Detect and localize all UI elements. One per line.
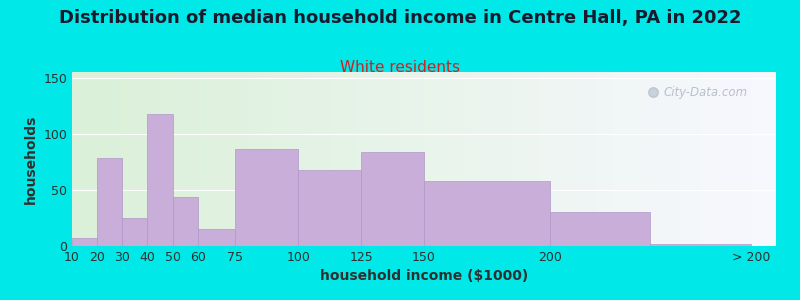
Bar (298, 170, 361, 246)
Text: Distribution of median household income in Centre Hall, PA in 2022: Distribution of median household income … (58, 9, 742, 27)
Bar (122, 218, 147, 246)
Bar (198, 229, 235, 246)
Bar (235, 149, 298, 246)
X-axis label: household income ($1000): household income ($1000) (320, 269, 528, 284)
Text: White residents: White residents (340, 60, 460, 75)
Bar (173, 196, 198, 246)
Bar (550, 212, 650, 246)
Y-axis label: households: households (24, 114, 38, 204)
Bar (650, 244, 751, 246)
Bar (147, 113, 173, 246)
Bar (97, 158, 122, 246)
Bar (424, 181, 550, 246)
Bar (361, 152, 424, 246)
Bar (72, 238, 97, 246)
Text: City-Data.com: City-Data.com (663, 86, 747, 99)
